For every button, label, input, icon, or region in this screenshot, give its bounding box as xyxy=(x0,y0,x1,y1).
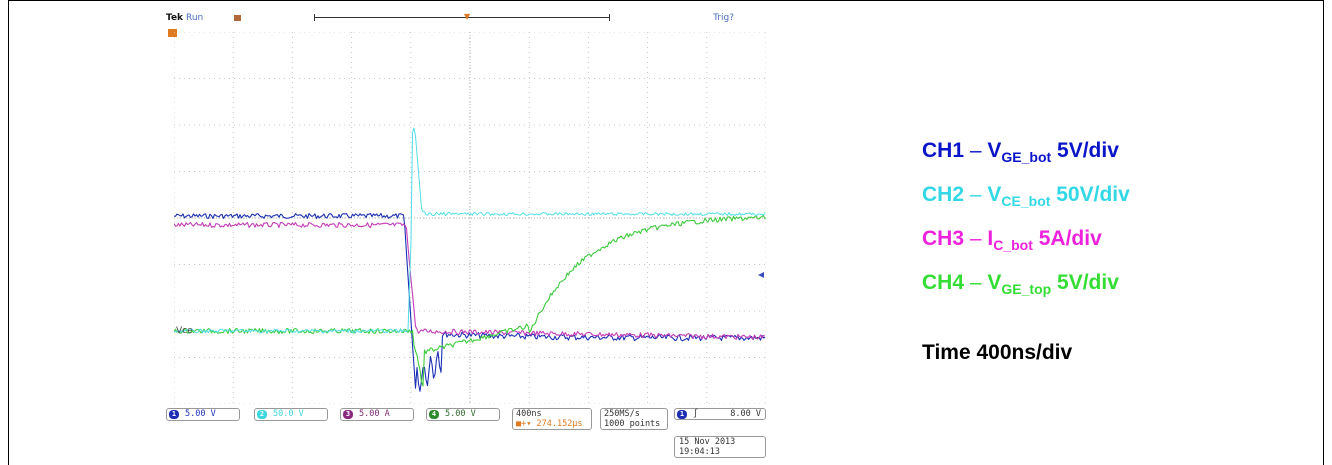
legend-ch4-symbol: V xyxy=(987,271,1002,294)
ch4-scale-box[interactable]: 4 5.00 V xyxy=(426,408,500,421)
capture-time: 19:04:13 xyxy=(679,447,720,457)
legend-ch4-name: CH4 xyxy=(922,271,965,294)
legend-ch3-scale: 5A/div xyxy=(1038,227,1102,250)
trigger-position-value: 274.152µs xyxy=(536,419,583,429)
ch4-badge: 4 xyxy=(429,410,439,419)
legend-ch2-subscript: CE_bot xyxy=(1001,193,1051,209)
ch1-level-marker-icon xyxy=(758,272,764,278)
trigger-position-marker-icon: ▼ xyxy=(464,12,471,21)
ch2-badge: 2 xyxy=(257,410,267,419)
rising-edge-icon: ∫ xyxy=(693,409,699,419)
legend-ch1-subscript: GE_bot xyxy=(1001,149,1052,165)
timebase-value: 400ns xyxy=(516,409,542,419)
sample-rate: 250MS/s xyxy=(604,409,640,419)
waveform-plot: Vce xyxy=(174,32,766,404)
legend-ch4: CH4 – VGE_top 5V/div xyxy=(922,264,1130,308)
legend-ch2-name: CH2 xyxy=(922,183,965,206)
vce-reference-label: Vce xyxy=(176,326,193,336)
legend-ch2-symbol: V xyxy=(987,183,1002,206)
ch4-scale: 5.00 V xyxy=(445,409,476,419)
acquisition-state: Run xyxy=(186,13,204,23)
trigger-box[interactable]: 1 ∫ 8.00 V xyxy=(674,408,766,420)
trigger-level: 8.00 V xyxy=(730,409,761,419)
ch1-scale: 5.00 V xyxy=(185,409,216,419)
legend-ch1-sep: – xyxy=(969,139,982,162)
ch3-badge: 3 xyxy=(343,410,353,419)
legend-ch3-subscript: C_bot xyxy=(993,237,1033,253)
ch1-ground-marker-icon xyxy=(168,29,177,37)
ch1-scale-box[interactable]: 1 5.00 V xyxy=(166,408,240,421)
ch3-scale-box[interactable]: 3 5.00 A xyxy=(340,408,414,421)
record-position-bar xyxy=(314,14,610,21)
legend-ch3-sep: – xyxy=(969,227,982,250)
legend-ch1-symbol: V xyxy=(987,139,1002,162)
record-length: 1000 points xyxy=(604,419,661,429)
legend-ch3: CH3 – IC_bot 5A/div xyxy=(922,220,1130,264)
scope-status-bar: Tek Run ▼ Trig? xyxy=(164,12,770,30)
legend-ch1-name: CH1 xyxy=(922,139,965,162)
timebase-box[interactable]: 400ns ■+▾ 274.152µs xyxy=(512,408,592,430)
waveform-graticule: Vce xyxy=(174,32,766,404)
acquisition-box[interactable]: 250MS/s 1000 points xyxy=(600,408,668,430)
legend-ch2-sep: – xyxy=(969,183,982,206)
timestamp-box: 15 Nov 2013 19:04:13 xyxy=(674,436,766,458)
legend-ch4-sep: – xyxy=(969,271,982,294)
scope-settings-bar: 1 5.00 V 2 50.0 V 3 5.00 A 4 5.00 V 400n… xyxy=(164,408,770,458)
trigger-status: Trig? xyxy=(713,13,734,23)
ch2-scale: 50.0 V xyxy=(273,409,304,419)
legend-ch4-subscript: GE_top xyxy=(1001,281,1052,297)
trigger-channel-badge: 1 xyxy=(677,410,687,419)
ch1-trace xyxy=(174,212,766,392)
legend-ch1-scale: 5V/div xyxy=(1057,139,1119,162)
stop-icon xyxy=(234,15,241,21)
legend-ch3-name: CH3 xyxy=(922,227,965,250)
ch2-trace xyxy=(174,127,766,334)
ch1-badge: 1 xyxy=(169,410,179,419)
ch4-trace xyxy=(174,214,766,387)
legend-ch2-scale: 50V/div xyxy=(1056,183,1130,206)
legend-ch2: CH2 – VCE_bot 50V/div xyxy=(922,176,1130,220)
capture-date: 15 Nov 2013 xyxy=(679,437,736,447)
ch3-trace xyxy=(174,221,766,340)
legend-ch4-scale: 5V/div xyxy=(1057,271,1119,294)
legend-ch3-symbol: I xyxy=(987,227,994,250)
oscilloscope-screen: Tek Run ▼ Trig? Vce 1 5.00 V 2 50.0 V 3 … xyxy=(164,12,770,461)
legend-timebase: Time 400ns/div xyxy=(922,341,1073,364)
ch3-scale: 5.00 A xyxy=(359,409,390,419)
trigger-position: ■+▾ 274.152µs xyxy=(516,419,583,429)
brand-label: Tek xyxy=(166,13,184,23)
channel-legend: CH1 – VGE_bot 5V/div CH2 – VCE_bot 50V/d… xyxy=(922,132,1130,372)
legend-ch1: CH1 – VGE_bot 5V/div xyxy=(922,132,1130,176)
ch2-scale-box[interactable]: 2 50.0 V xyxy=(254,408,328,421)
